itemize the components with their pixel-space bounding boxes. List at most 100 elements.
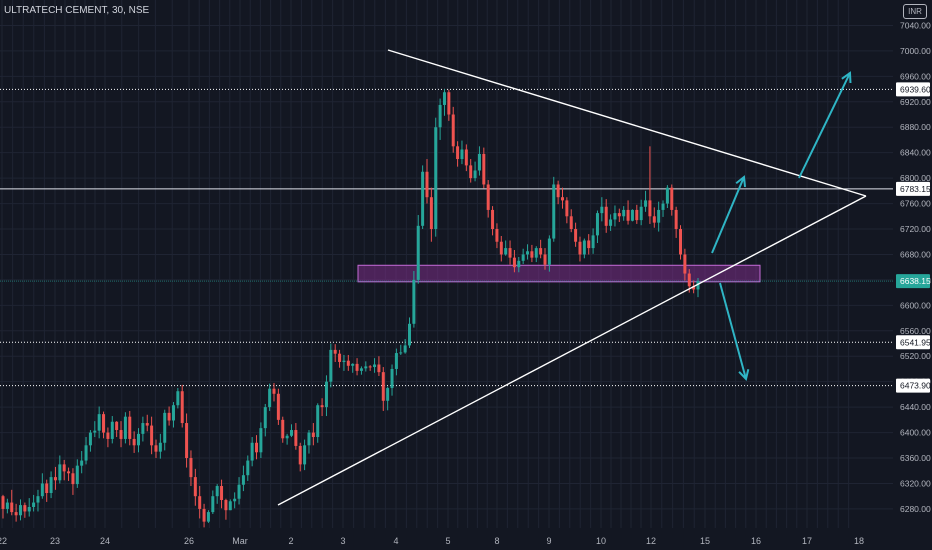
candle-body (206, 512, 210, 522)
candle-body (377, 364, 381, 373)
candle-body (578, 241, 582, 255)
candle-body (250, 442, 254, 461)
candle-body (679, 229, 683, 255)
candle-body (185, 423, 189, 459)
date-tick-label: 3 (340, 536, 345, 546)
candle-body (272, 388, 276, 394)
breakdown-arrow-head (738, 369, 750, 382)
candle-body (307, 432, 311, 446)
candle-body (215, 486, 219, 497)
candle-body (560, 197, 564, 201)
candle-body (141, 423, 145, 434)
date-tick-label: 17 (802, 536, 812, 546)
candle-body (93, 430, 97, 433)
candle-body (386, 388, 390, 401)
candle-body (320, 405, 324, 408)
candle-body (373, 364, 377, 368)
candle-body (338, 353, 342, 362)
candle-body (316, 405, 320, 438)
candle-body (220, 486, 224, 501)
candle-body (115, 421, 119, 431)
candle-body (324, 381, 328, 408)
candle-body (630, 209, 634, 221)
candle-body (88, 432, 92, 446)
level-price-tag (896, 181, 930, 196)
level-price-label: 6473.90 (900, 381, 931, 391)
candle-body (635, 209, 639, 221)
candle-body (237, 484, 241, 499)
candle-body (224, 500, 228, 511)
candle-body (622, 209, 626, 217)
candle-body (477, 153, 481, 171)
candle-body (193, 477, 197, 497)
breakout-up-arrow (711, 176, 745, 254)
price-tick-label: 6320.00 (900, 478, 931, 488)
price-tick-label: 6600.00 (900, 300, 931, 310)
candle-body (429, 197, 433, 230)
candle-body (80, 460, 84, 466)
candle-body (451, 114, 455, 147)
support-trendline (277, 195, 867, 506)
currency-badge[interactable]: INR (903, 4, 927, 19)
price-tick-label: 6400.00 (900, 428, 931, 438)
candle-body (499, 241, 503, 255)
candle-body (368, 366, 372, 368)
time-axis-bg (0, 528, 932, 550)
candle-body (473, 170, 477, 179)
candle-body (285, 435, 289, 439)
candle-body (137, 433, 141, 446)
candle-body (425, 171, 429, 198)
level-price-label: 6783.15 (900, 184, 931, 194)
candle-body (211, 496, 215, 513)
candle-body (434, 127, 438, 230)
candle-body (626, 209, 630, 221)
date-tick-label: 15 (700, 536, 710, 546)
price-tick-label: 6440.00 (900, 402, 931, 412)
candle-body (604, 206, 608, 226)
candle-body (263, 407, 267, 429)
candle-body (123, 416, 127, 439)
date-tick-label: 22 (0, 536, 7, 546)
candle-body (176, 391, 180, 406)
level-price-tag (896, 335, 930, 350)
candle-body (399, 352, 403, 354)
candle-body (102, 414, 106, 433)
candle-body (556, 184, 560, 198)
candle-body (84, 445, 88, 461)
candle-body (595, 213, 599, 236)
candle-body (5, 502, 9, 509)
price-tick-label: 6800.00 (900, 173, 931, 183)
candle-body (281, 419, 285, 439)
target-up-arrow-head (841, 71, 852, 84)
date-tick-label: 4 (393, 536, 398, 546)
candle-body (163, 412, 167, 443)
candle-body (613, 213, 617, 220)
candle-body (644, 200, 648, 207)
price-tick-label: 7000.00 (900, 46, 931, 56)
candle-body (351, 363, 355, 366)
candle-body (246, 460, 250, 476)
candle-body (582, 240, 586, 255)
candle-body (40, 483, 44, 497)
candle-body (154, 445, 158, 452)
candle-body (486, 184, 490, 210)
price-tick-label: 6360.00 (900, 453, 931, 463)
price-tick-label: 6560.00 (900, 326, 931, 336)
candle-body (517, 260, 521, 268)
candle-body (591, 235, 595, 249)
candle-body (32, 502, 36, 508)
candle-body (346, 360, 350, 366)
price-tick-label: 6280.00 (900, 504, 931, 514)
candle-body (167, 412, 171, 421)
symbol-title: ULTRATECH CEMENT, 30, NSE (4, 5, 150, 16)
price-tick-label: 6520.00 (900, 351, 931, 361)
date-tick-label: 16 (751, 536, 761, 546)
candle-body (657, 209, 661, 223)
candle-body (359, 368, 363, 371)
date-tick-label: 10 (596, 536, 606, 546)
candle-body (408, 323, 412, 346)
candle-body (456, 146, 460, 160)
candle-body (298, 445, 302, 465)
candle-body (1, 496, 5, 509)
